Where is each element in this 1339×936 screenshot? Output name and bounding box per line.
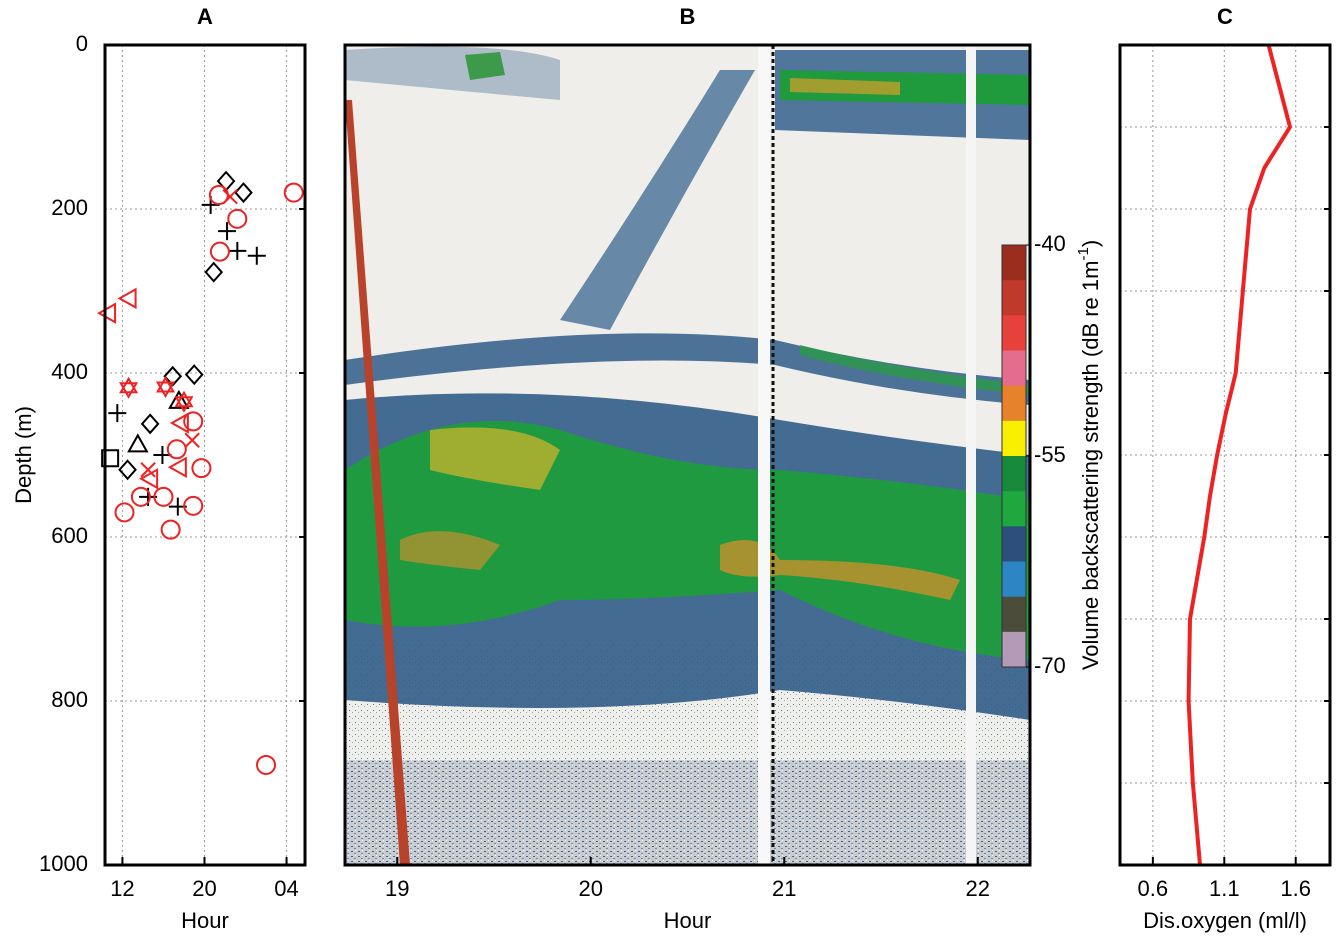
- colorbar-swatch: [1002, 420, 1026, 457]
- colorbar-swatch: [1002, 315, 1026, 351]
- data-point: [168, 389, 190, 409]
- x-axis-label: Dis.oxygen (ml/l): [1143, 908, 1307, 933]
- data-point: [247, 246, 266, 265]
- y-tick-label: 800: [51, 687, 88, 712]
- data-point: [140, 413, 160, 435]
- data-point: [227, 208, 248, 229]
- colorbar-swatch: [1002, 596, 1026, 633]
- data-point: [283, 182, 304, 203]
- data-point: [216, 170, 236, 192]
- x-tick-label: 20: [579, 876, 603, 901]
- data-point: [119, 376, 139, 399]
- colorbar-swatch: [1002, 245, 1026, 281]
- colorbar-swatch: [1002, 631, 1026, 668]
- oxygen-line: [1186, 44, 1293, 866]
- colorbar-swatch: [1002, 280, 1026, 316]
- data-point: [184, 364, 204, 386]
- colorbar-swatch: [1002, 456, 1026, 492]
- data-point: [153, 446, 172, 464]
- data-point: [169, 412, 189, 434]
- panel-title: C: [1217, 4, 1233, 29]
- x-tick-label: 1.6: [1280, 876, 1311, 901]
- data-point: [130, 486, 151, 507]
- colorbar-swatch: [1002, 350, 1026, 387]
- data-point: [191, 458, 212, 479]
- colorbar-label: Volume backscattering strength (dB re 1m…: [1075, 240, 1103, 670]
- x-tick-label: 1.1: [1209, 876, 1240, 901]
- colorbar-swatch: [1002, 491, 1026, 527]
- data-point: [209, 241, 230, 262]
- data-point: [108, 404, 127, 423]
- data-point: [127, 433, 149, 453]
- x-tick-label: 12: [110, 876, 134, 901]
- data-point: [166, 439, 187, 460]
- data-point: [118, 459, 137, 481]
- echogram-image: [345, 45, 1030, 865]
- x-axis-label: Hour: [181, 908, 229, 933]
- data-point: [183, 411, 204, 432]
- axes-frame: [343, 43, 1032, 867]
- colorbar-swatch: [1002, 561, 1026, 598]
- data-point: [174, 390, 194, 413]
- data-point: [140, 462, 156, 478]
- colorbar-label-sup: -1: [1075, 247, 1092, 260]
- x-tick-label: 21: [772, 876, 796, 901]
- x-tick-label: 04: [274, 876, 298, 901]
- data-point: [153, 486, 174, 507]
- data-point: [228, 241, 247, 260]
- colorbar-swatch: [1002, 385, 1026, 422]
- data-point: [155, 375, 176, 398]
- data-point: [139, 468, 159, 490]
- y-tick-label: 200: [51, 195, 88, 220]
- colorbar-label-close: ): [1078, 240, 1103, 247]
- x-tick-label: 19: [385, 876, 409, 901]
- data-point: [234, 182, 253, 204]
- y-tick-label: 400: [51, 359, 88, 384]
- colorbar-swatch: [1002, 526, 1026, 562]
- colorbar-label-text: Volume backscattering strength (dB re 1m: [1078, 261, 1103, 671]
- colorbar-tick-label: -55: [1034, 442, 1066, 467]
- colorbar-tick-label: -70: [1034, 653, 1066, 678]
- axes-frame: [1118, 43, 1332, 867]
- data-point: [204, 261, 224, 283]
- data-point: [222, 188, 238, 205]
- y-tick-label: 600: [51, 523, 88, 548]
- data-point: [218, 222, 237, 241]
- colorbar-tick-label: -40: [1034, 231, 1066, 256]
- panel-title: B: [680, 4, 696, 29]
- data-point: [160, 519, 181, 540]
- data-point: [167, 456, 187, 479]
- x-axis-label: Hour: [664, 908, 712, 933]
- data-point: [101, 449, 120, 468]
- x-tick-label: 22: [966, 876, 990, 901]
- x-tick-label: 20: [192, 876, 216, 901]
- data-point: [117, 287, 137, 310]
- data-point: [256, 754, 277, 775]
- y-tick-label: 0: [76, 31, 88, 56]
- y-axis-label: Depth (m): [11, 406, 36, 504]
- data-point: [184, 432, 200, 448]
- x-tick-label: 0.6: [1138, 876, 1169, 901]
- data-point: [114, 502, 135, 523]
- axes-frame: [103, 43, 307, 867]
- data-point: [97, 302, 117, 324]
- panel-title: A: [197, 4, 213, 29]
- y-tick-label: 1000: [39, 851, 88, 876]
- data-point: [183, 495, 204, 516]
